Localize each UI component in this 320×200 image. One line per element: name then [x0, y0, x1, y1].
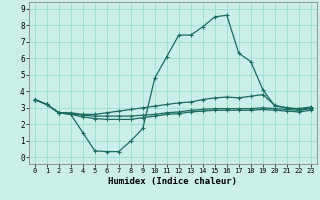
- X-axis label: Humidex (Indice chaleur): Humidex (Indice chaleur): [108, 177, 237, 186]
